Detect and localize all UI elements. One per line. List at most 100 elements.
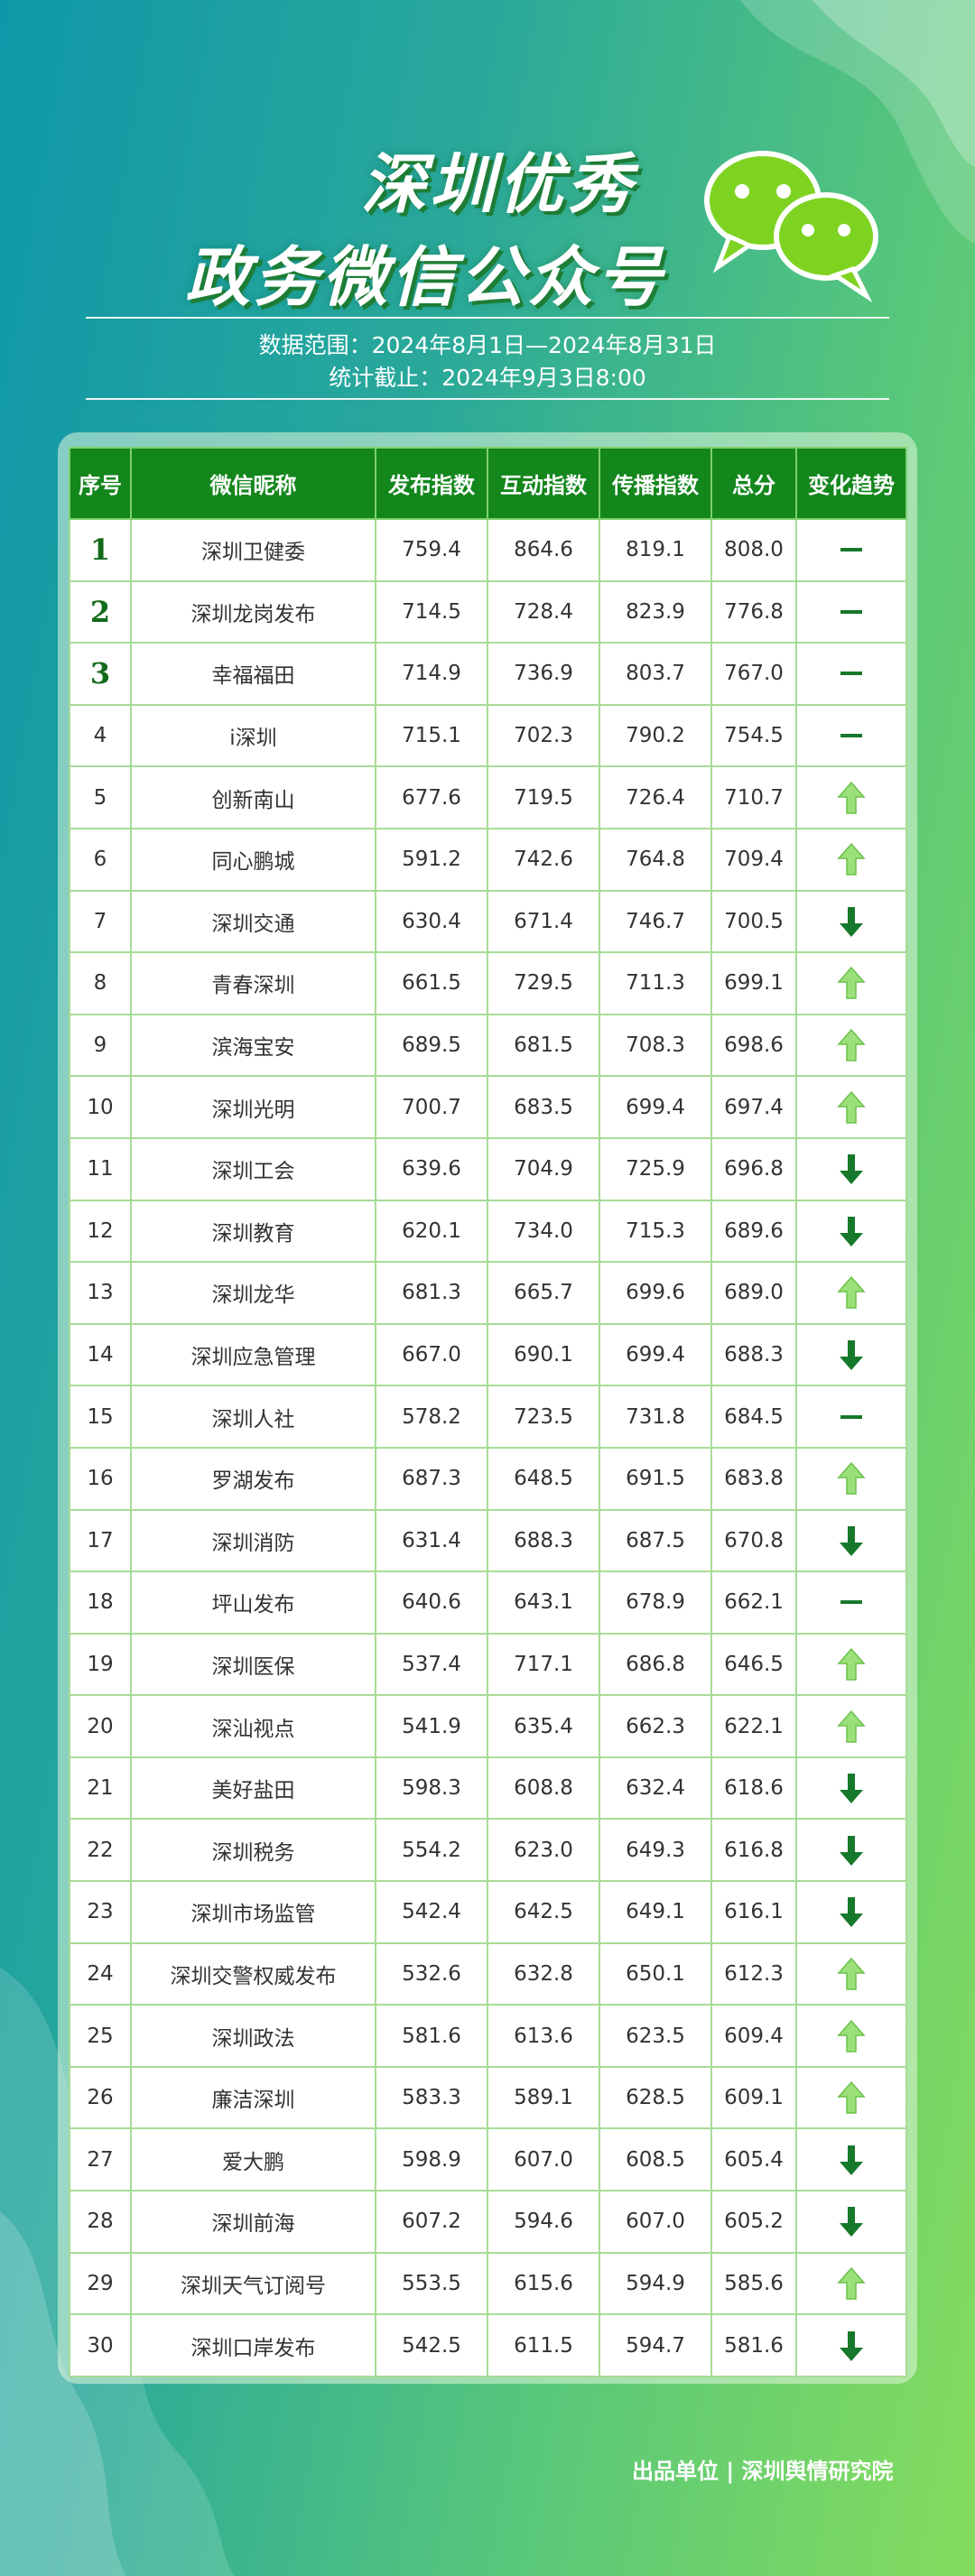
table-row: 8 青春深圳 661.5 729.5 711.3 699.1 <box>69 951 907 1015</box>
title-line2: 政务微信公众号 <box>185 239 666 315</box>
column-header: 微信昵称 <box>130 447 376 520</box>
arrow-down <box>840 1525 863 1556</box>
score: 681.5 <box>487 1013 600 1078</box>
flat-dash <box>840 609 862 614</box>
score: 607.0 <box>487 2127 600 2192</box>
trend-up <box>837 781 866 814</box>
trend-down <box>840 1340 863 1371</box>
arrow-up <box>837 1957 866 1990</box>
trend-up <box>837 1462 866 1495</box>
score: 803.7 <box>599 642 712 706</box>
account-name: 深圳应急管理 <box>130 1322 376 1387</box>
trend-flat <box>840 1414 862 1419</box>
account-name: 深圳人社 <box>130 1385 376 1449</box>
score: 642.5 <box>487 1880 600 1944</box>
score: 708.3 <box>599 1013 712 1078</box>
score: 699.1 <box>710 951 797 1015</box>
score: 643.1 <box>487 1571 600 1635</box>
trend <box>795 1446 907 1511</box>
rank: 23 <box>69 1880 132 1944</box>
score: 594.6 <box>487 2190 600 2254</box>
rank: 2 <box>69 579 132 644</box>
rank: 10 <box>69 1075 132 1139</box>
score: 662.1 <box>710 1571 797 1635</box>
trend-down <box>840 1774 863 1804</box>
score: 553.5 <box>375 2251 488 2316</box>
score: 611.5 <box>487 2313 600 2377</box>
score: 670.8 <box>710 1508 797 1573</box>
score: 790.2 <box>599 703 712 768</box>
arrow-up <box>837 2266 866 2300</box>
account-name: 深圳消防 <box>130 1508 376 1573</box>
table-row: 16 罗湖发布 687.3 648.5 691.5 683.8 <box>69 1446 907 1511</box>
account-name: 深圳前海 <box>130 2190 376 2254</box>
score: 542.4 <box>375 1880 488 1944</box>
trend-up <box>837 2019 866 2052</box>
score: 717.1 <box>487 1632 600 1697</box>
table-row: 23 深圳市场监管 542.4 642.5 649.1 616.1 <box>69 1880 907 1944</box>
arrow-down <box>840 1897 863 1928</box>
score: 678.9 <box>599 1571 712 1635</box>
score: 618.6 <box>710 1756 797 1821</box>
trend <box>795 1261 907 1325</box>
trend-up <box>837 1957 866 1990</box>
column-header: 互动指数 <box>487 447 600 520</box>
arrow-down <box>840 2145 863 2175</box>
account-name: 深圳口岸发布 <box>130 2313 376 2377</box>
score: 764.8 <box>599 827 712 892</box>
score: 729.5 <box>487 951 600 1015</box>
rank: 29 <box>69 2251 132 2316</box>
trend <box>795 1756 907 1821</box>
score: 632.8 <box>487 1941 600 2006</box>
table-row: 18 坪山发布 640.6 643.1 678.9 662.1 <box>69 1571 907 1635</box>
trend <box>795 703 907 768</box>
score: 630.4 <box>375 889 488 954</box>
rank: 30 <box>69 2313 132 2377</box>
trend-flat <box>840 548 862 552</box>
table-row: 17 深圳消防 631.4 688.3 687.5 670.8 <box>69 1508 907 1573</box>
table-row: 4 i深圳 715.1 702.3 790.2 754.5 <box>69 703 907 768</box>
trend-flat <box>840 672 862 676</box>
score: 598.9 <box>375 2127 488 2192</box>
column-header: 传播指数 <box>599 447 712 520</box>
score: 581.6 <box>710 2313 797 2377</box>
arrow-down <box>840 1216 863 1246</box>
score: 754.5 <box>710 703 797 768</box>
rank: 1 <box>69 518 132 582</box>
date-range: 数据范围：2024年8月1日—2024年8月31日 <box>258 332 717 358</box>
arrow-down <box>840 1340 863 1371</box>
arrow-down <box>840 1774 863 1804</box>
table-row: 6 同心鹏城 591.2 742.6 764.8 709.4 <box>69 827 907 892</box>
trend-down <box>840 1216 863 1246</box>
trend <box>795 1571 907 1635</box>
rank: 4 <box>69 703 132 768</box>
account-name: 深圳卫健委 <box>130 518 376 582</box>
score: 607.0 <box>599 2190 712 2254</box>
account-name: 爱大鹏 <box>130 2127 376 2192</box>
trend <box>795 1941 907 2006</box>
trend <box>795 951 907 1015</box>
trend <box>795 1880 907 1944</box>
score: 687.3 <box>375 1446 488 1511</box>
score: 532.6 <box>375 1941 488 2006</box>
trend-up <box>837 2081 866 2114</box>
score: 661.5 <box>375 951 488 1015</box>
score: 677.6 <box>375 765 488 829</box>
ranking-table: 序号 微信昵称 发布指数 互动指数 传播指数 总分 变化趋势 1 深圳卫健委 759.4 864.… <box>69 447 907 2377</box>
rank: 12 <box>69 1199 132 1264</box>
score: 731.8 <box>599 1385 712 1449</box>
rank: 24 <box>69 1941 132 2006</box>
score: 620.1 <box>375 1199 488 1264</box>
header-row: 序号 微信昵称 发布指数 互动指数 传播指数 总分 变化趋势 <box>69 447 907 520</box>
title-line1: 深圳优秀 <box>361 146 636 222</box>
score: 698.6 <box>710 1013 797 1078</box>
trend <box>795 2313 907 2377</box>
cutoff: 统计截止：2024年9月3日8:00 <box>329 365 646 391</box>
score: 594.7 <box>599 2313 712 2377</box>
score: 686.8 <box>599 1632 712 1697</box>
table-row: 9 滨海宝安 689.5 681.5 708.3 698.6 <box>69 1013 907 1078</box>
score: 681.3 <box>375 1261 488 1325</box>
trend <box>795 1136 907 1201</box>
score: 683.5 <box>487 1075 600 1139</box>
trend-up <box>837 1028 866 1061</box>
